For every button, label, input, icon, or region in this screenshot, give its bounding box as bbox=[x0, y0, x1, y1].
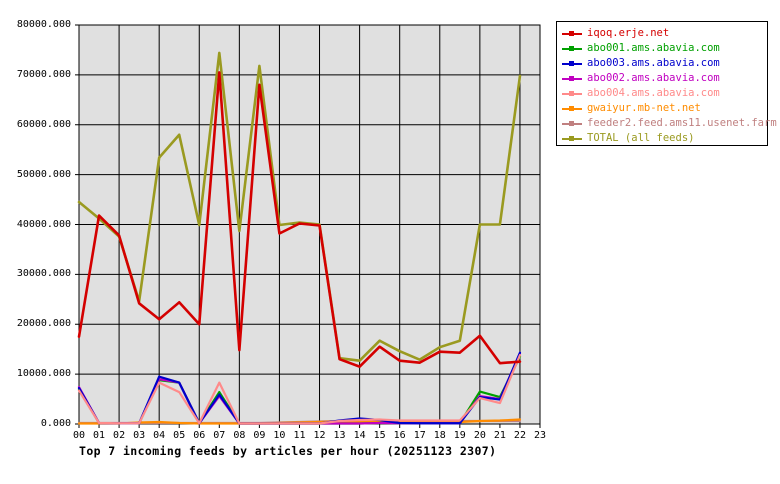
y-axis-tick-label: 80000.000 bbox=[16, 19, 71, 30]
x-axis-tick-label: 06 bbox=[193, 430, 206, 441]
legend-label: gwaiyur.mb-net.net bbox=[587, 102, 701, 114]
x-axis-tick-label: 04 bbox=[153, 430, 166, 441]
y-axis-tick-label: 0.000 bbox=[40, 418, 71, 429]
series-iqoq-erje-net bbox=[77, 71, 522, 368]
legend-color-swatch-icon bbox=[562, 60, 582, 66]
x-axis-tick-label: 02 bbox=[113, 430, 126, 441]
x-axis-tick-label: 00 bbox=[72, 430, 86, 441]
x-axis-tick-label: 03 bbox=[133, 430, 146, 441]
x-axis-tick-label: 22 bbox=[513, 430, 526, 441]
legend-item[interactable]: TOTAL (all feeds) bbox=[562, 131, 762, 146]
y-axis-tick-label: 20000.000 bbox=[16, 318, 71, 330]
x-axis-tick-label: 12 bbox=[313, 430, 326, 441]
legend-item[interactable]: gwaiyur.mb-net.net bbox=[562, 101, 762, 116]
x-axis-tick-label: 09 bbox=[253, 430, 266, 441]
legend-color-swatch-icon bbox=[562, 90, 582, 96]
y-axis-tick-label: 60000.000 bbox=[16, 118, 71, 130]
legend-item[interactable]: abo002.ams.abavia.com bbox=[562, 71, 762, 86]
x-axis-tick-label: 15 bbox=[373, 430, 386, 441]
x-axis-tick-label: 17 bbox=[413, 430, 426, 441]
x-axis-tick-label: 23 bbox=[533, 430, 547, 441]
x-axis-tick-label: 20 bbox=[473, 430, 486, 441]
x-axis-tick-label: 01 bbox=[93, 430, 106, 441]
x-axis-tick-label: 07 bbox=[213, 430, 226, 441]
series-line bbox=[77, 354, 522, 425]
chart-title: Top 7 incoming feeds by articles per hou… bbox=[79, 444, 497, 458]
legend-item[interactable]: iqoq.erje.net bbox=[562, 26, 762, 41]
legend-item[interactable]: abo001.ams.abavia.com bbox=[562, 41, 762, 56]
series-line bbox=[77, 71, 522, 368]
legend-label: iqoq.erje.net bbox=[587, 27, 670, 39]
x-axis-tick-label: 08 bbox=[233, 430, 246, 441]
legend-label: TOTAL (all feeds) bbox=[587, 132, 695, 144]
x-axis-tick-label: 05 bbox=[173, 430, 186, 441]
x-axis-tick-label: 13 bbox=[333, 430, 346, 441]
legend-label: abo003.ams.abavia.com bbox=[587, 57, 720, 69]
legend-color-swatch-icon bbox=[562, 30, 582, 36]
legend-item[interactable]: feeder2.feed.ams11.usenet.farm bbox=[562, 116, 777, 131]
legend-color-swatch-icon bbox=[562, 135, 582, 141]
y-axis-tick-label: 70000.000 bbox=[16, 68, 71, 80]
legend-color-swatch-icon bbox=[562, 75, 582, 81]
chart-legend: iqoq.erje.net abo001.ams.abavia.com abo003… bbox=[556, 21, 777, 146]
y-axis-tick-label: 10000.000 bbox=[16, 368, 71, 380]
x-axis-tick-label: 18 bbox=[433, 430, 446, 441]
x-axis-tick-label: 11 bbox=[293, 430, 306, 441]
legend-item[interactable]: abo003.ams.abavia.com bbox=[562, 56, 762, 71]
x-axis-tick-label: 10 bbox=[273, 430, 286, 441]
series-abo004-ams-abavia-com bbox=[77, 354, 522, 425]
x-axis-tick-label: 14 bbox=[353, 430, 366, 441]
x-axis-tick-label: 21 bbox=[493, 430, 506, 441]
legend-color-swatch-icon bbox=[562, 120, 582, 126]
x-axis-tick-label: 19 bbox=[453, 430, 466, 441]
legend-color-swatch-icon bbox=[562, 105, 582, 111]
legend-label: abo004.ams.abavia.com bbox=[587, 87, 720, 99]
legend-label: abo002.ams.abavia.com bbox=[587, 72, 720, 84]
legend-item[interactable]: abo004.ams.abavia.com bbox=[562, 86, 762, 101]
legend-color-swatch-icon bbox=[562, 45, 582, 51]
y-axis-tick-label: 30000.000 bbox=[16, 268, 71, 280]
y-axis-tick-label: 40000.000 bbox=[16, 218, 71, 230]
x-axis-tick-label: 16 bbox=[393, 430, 406, 441]
legend-label: abo001.ams.abavia.com bbox=[587, 42, 720, 54]
y-axis-tick-label: 50000.000 bbox=[16, 168, 71, 180]
legend-label: feeder2.feed.ams11.usenet.farm bbox=[587, 117, 777, 129]
